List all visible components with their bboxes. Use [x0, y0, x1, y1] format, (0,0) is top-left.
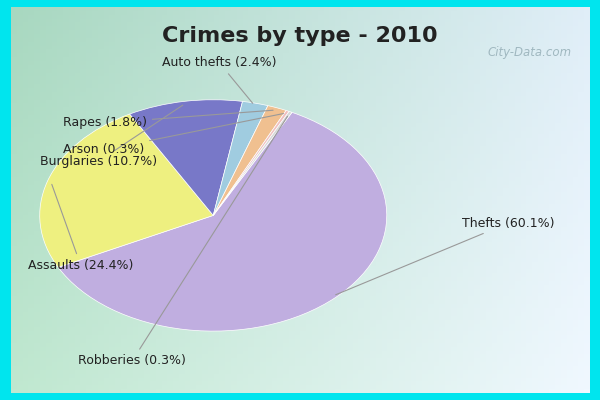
- Text: Thefts (60.1%): Thefts (60.1%): [335, 217, 554, 295]
- Text: Burglaries (10.7%): Burglaries (10.7%): [40, 105, 183, 168]
- Wedge shape: [58, 112, 387, 331]
- Text: Auto thefts (2.4%): Auto thefts (2.4%): [162, 56, 276, 103]
- Text: Arson (0.3%): Arson (0.3%): [63, 114, 283, 156]
- Wedge shape: [130, 100, 242, 216]
- Text: City-Data.com: City-Data.com: [488, 46, 572, 59]
- Text: Assaults (24.4%): Assaults (24.4%): [28, 184, 134, 272]
- Text: Robberies (0.3%): Robberies (0.3%): [79, 116, 287, 367]
- Wedge shape: [213, 110, 289, 216]
- Text: Rapes (1.8%): Rapes (1.8%): [63, 110, 273, 129]
- Wedge shape: [213, 106, 286, 216]
- Text: Crimes by type - 2010: Crimes by type - 2010: [162, 26, 438, 46]
- Wedge shape: [40, 114, 213, 267]
- Wedge shape: [213, 102, 268, 216]
- Wedge shape: [213, 111, 292, 216]
